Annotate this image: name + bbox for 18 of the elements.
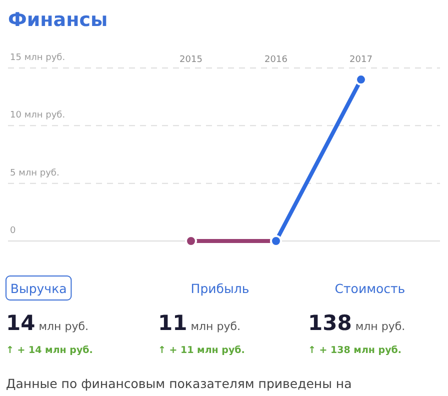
y-tick-label: 5 млн руб. xyxy=(10,168,60,178)
x-tick-label: 2017 xyxy=(350,55,372,65)
text: 138 млн руб. xyxy=(308,311,406,335)
x-tick-label: 2016 xyxy=(264,55,288,65)
text: Данные по финансовым показателям приведены на xyxy=(6,376,352,391)
text: 14 млн руб. xyxy=(6,311,89,335)
text: 11 млн руб. xyxy=(158,311,241,335)
text: Выручка xyxy=(10,281,67,296)
text: ↑ + 11 млн руб. xyxy=(158,345,245,356)
x-tick-label: 2015 xyxy=(180,55,202,65)
y-tick-label: 0 xyxy=(10,226,16,236)
y-tick-label: 10 млн руб. xyxy=(10,110,66,121)
text: ↑ + 138 млн руб. xyxy=(308,345,402,356)
y-tick-label: 15 млн руб. xyxy=(10,53,66,63)
text: ↑ + 14 млн руб. xyxy=(6,345,93,356)
text: Стоимость xyxy=(334,281,406,296)
text: Прибыль xyxy=(190,281,250,296)
chart-title: Финансы xyxy=(8,9,108,31)
